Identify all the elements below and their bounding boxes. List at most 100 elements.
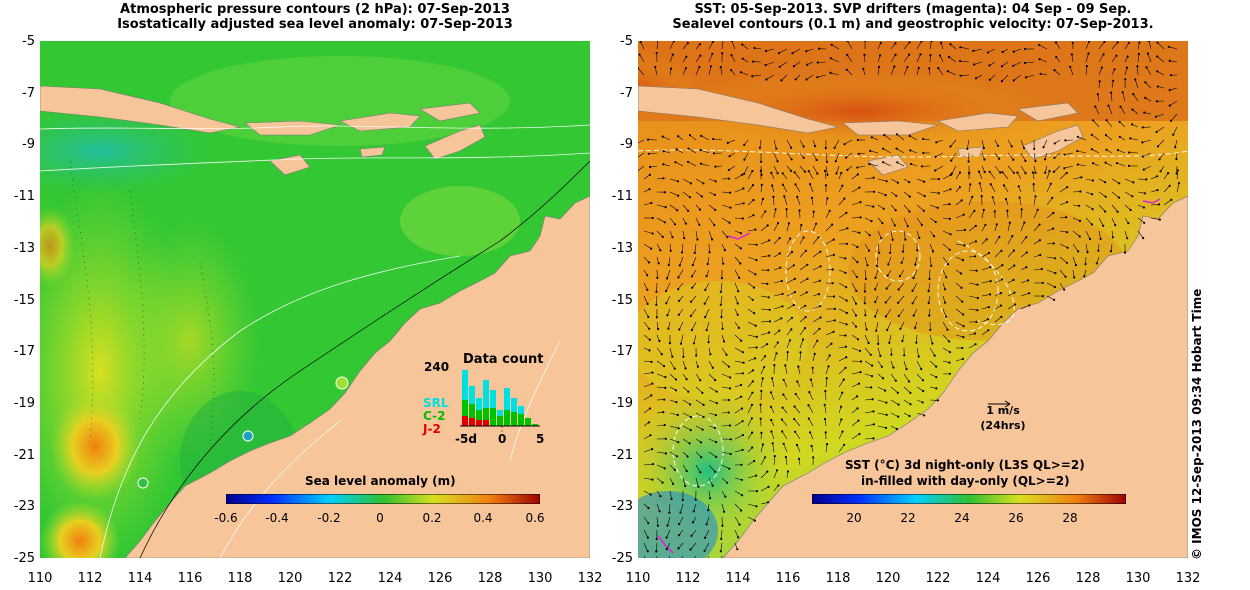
y-tick-label: -21 [13,447,35,463]
velocity-arrow-head [919,53,922,56]
velocity-arrow-head [840,418,843,421]
velocity-arrow-head [854,302,858,305]
velocity-arrow-head [651,371,654,374]
velocity-arrow [1169,60,1178,63]
velocity-arrow-head [966,147,969,150]
velocity-arrow [678,516,684,525]
velocity-arrow-head [753,357,757,360]
velocity-arrow-head [676,413,679,417]
velocity-arrow [704,308,710,318]
velocity-arrow-head [927,290,930,293]
velocity-arrow [851,433,860,440]
velocity-arrow [643,256,650,263]
velocity-arrow [1145,97,1152,102]
velocity-arrow [1003,185,1009,193]
velocity-arrow [981,152,985,160]
velocity-arrow [708,386,717,392]
velocity-arrow [994,165,1001,173]
velocity-arrow [1007,250,1015,258]
velocity-arrow-head [864,314,867,317]
velocity-arrow-head [663,467,666,470]
velocity-arrow-head [1159,170,1162,173]
velocity-arrow [851,174,859,180]
velocity-arrow-head [736,302,739,305]
velocity-arrow [734,243,741,249]
velocity-arrow [691,321,697,331]
velocity-arrow-head [1105,148,1108,151]
velocity-arrow-head [881,221,884,225]
velocity-arrow-head [770,418,773,422]
velocity-arrow-head [812,456,815,459]
velocity-arrow-head [1017,185,1020,188]
velocity-arrow-head [1013,291,1016,294]
velocity-arrow-head [764,49,768,53]
velocity-arrow-head [751,170,754,173]
velocity-arrow [694,243,697,253]
velocity-arrow-head [841,184,844,187]
velocity-arrow-head [963,244,966,247]
velocity-arrow-head [786,351,789,354]
velocity-arrow [916,230,920,238]
velocity-arrow [973,48,983,52]
velocity-arrow-head [754,228,757,231]
velocity-arrow-head [647,261,651,264]
velocity-arrow [929,347,935,356]
velocity-arrow-head [974,255,977,258]
velocity-arrow-head [923,414,926,417]
x-tick-label: 130 [527,571,553,586]
velocity-arrow-head [766,343,769,346]
velocity-arrow-head [774,208,777,211]
velocity-arrow-head [948,248,951,251]
velocity-arrow-head [909,162,913,166]
velocity-arrow-head [858,186,861,189]
velocity-arrow-head [877,342,880,346]
velocity-arrow-head [1038,43,1041,47]
velocity-arrow-head [755,346,758,349]
velocity-arrow [1046,295,1055,301]
velocity-arrow-head [781,406,784,409]
velocity-arrow-head [1052,227,1055,230]
velocity-arrow-head [1055,56,1058,59]
velocity-arrow-head [772,195,775,198]
velocity-arrow-head [1127,222,1130,225]
velocity-arrow-head [1129,208,1132,212]
velocity-arrow [942,174,951,180]
velocity-arrow-head [684,484,687,488]
velocity-arrow-head [1156,189,1159,192]
velocity-arrow [1111,178,1120,184]
velocity-arrow-head [961,300,964,303]
velocity-arrow [669,464,676,471]
velocity-arrow [799,165,806,172]
velocity-arrow [1001,61,1009,67]
y-tick-label: -11 [611,189,633,205]
velocity-arrow [728,165,736,171]
velocity-arrow [638,139,645,144]
velocity-arrow-head [959,46,962,49]
right-cb-tick: 20 [846,511,862,525]
velocity-arrow-head [1014,303,1017,306]
velocity-arrow [643,243,652,249]
velocity-arrow [1054,69,1061,76]
velocity-arrow [1013,74,1022,81]
velocity-arrow [747,308,755,314]
velocity-arrow-head [976,283,979,286]
velocity-arrow-head [884,389,887,392]
velocity-arrow [760,457,766,466]
velocity-arrow [704,542,710,551]
velocity-arrow-head [776,160,779,163]
velocity-arrow-head [781,172,784,175]
velocity-arrow [643,542,648,552]
velocity-arrow [782,184,788,193]
velocity-arrow [781,419,788,427]
velocity-arrow [1147,53,1152,63]
velocity-arrow [912,282,918,291]
velocity-arrow-head [750,417,753,420]
velocity-arrow-head [1039,253,1042,257]
velocity-arrow [812,251,821,258]
velocity-arrow [693,334,697,344]
velocity-arrow [734,295,738,304]
velocity-arrow [1098,81,1100,89]
velocity-arrow-head [714,379,717,382]
velocity-arrow-head [1104,210,1107,213]
velocity-arrow [694,555,697,558]
